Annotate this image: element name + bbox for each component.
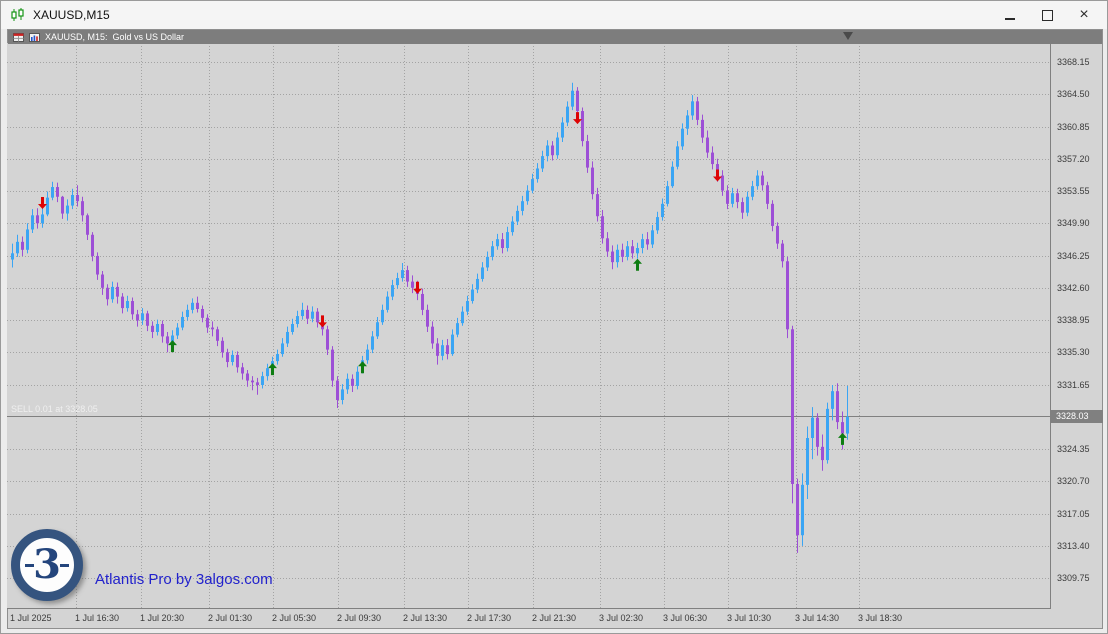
price-axis-label: 3368.15 bbox=[1057, 56, 1090, 67]
price-axis-label: 3360.85 bbox=[1057, 121, 1090, 132]
price-axis-label: 3317.05 bbox=[1057, 508, 1090, 519]
price-axis-label: 3338.95 bbox=[1057, 315, 1090, 326]
price-axis-label: 3357.20 bbox=[1057, 153, 1090, 164]
maximize-button[interactable] bbox=[1036, 4, 1058, 26]
price-axis[interactable]: 3328.03 3368.15 3364.50 3360.85 3357.20 3353… bbox=[1050, 43, 1103, 609]
time-axis-label: 3 Jul 10:30 bbox=[727, 613, 772, 623]
time-axis-label: 2 Jul 17:30 bbox=[467, 613, 512, 623]
time-axis-label: 2 Jul 13:30 bbox=[403, 613, 448, 623]
price-axis-label: 3353.55 bbox=[1057, 186, 1090, 197]
time-axis[interactable]: 1 Jul 2025 1 Jul 16:30 1 Jul 20:30 2 Jul 01… bbox=[7, 608, 1051, 629]
time-axis-label: 3 Jul 18:30 bbox=[858, 613, 903, 623]
time-axis-label: 1 Jul 2025 bbox=[10, 613, 52, 623]
price-axis-label: 3342.60 bbox=[1057, 282, 1090, 293]
price-axis-label: 3331.65 bbox=[1057, 379, 1090, 390]
price-axis-label: 3335.30 bbox=[1057, 347, 1090, 358]
current-price-tag: 3328.03 bbox=[1051, 409, 1103, 423]
mini-chart-icon bbox=[29, 32, 40, 42]
brand-logo: 3 bbox=[11, 529, 83, 601]
candlestick-chart-icon bbox=[10, 8, 26, 22]
brand-text: Atlantis Pro by 3algos.com bbox=[95, 571, 273, 588]
close-icon: × bbox=[1079, 6, 1089, 23]
window-controls: × bbox=[984, 1, 1095, 29]
minimize-button[interactable] bbox=[999, 4, 1021, 26]
time-axis-label: 1 Jul 20:30 bbox=[140, 613, 185, 623]
close-button[interactable]: × bbox=[1073, 4, 1095, 26]
chart-area: XAUUSD, M15: Gold vs US Dollar SELL 0.01… bbox=[7, 29, 1103, 629]
price-axis-label: 3364.50 bbox=[1057, 89, 1090, 100]
time-axis-label: 3 Jul 14:30 bbox=[795, 613, 840, 623]
time-axis-label: 2 Jul 05:30 bbox=[272, 613, 317, 623]
chart-info-bar: XAUUSD, M15: Gold vs US Dollar bbox=[8, 30, 1102, 44]
price-axis-label: 3313.40 bbox=[1057, 540, 1090, 551]
logo-bar-right bbox=[60, 564, 69, 567]
window-title: XAUUSD,M15 bbox=[33, 8, 110, 22]
time-axis-label: 2 Jul 21:30 bbox=[532, 613, 577, 623]
chart-canvas[interactable] bbox=[7, 43, 1051, 609]
time-axis-label: 2 Jul 01:30 bbox=[208, 613, 253, 623]
trade-line-label: SELL 0.01 at 3328.05 bbox=[11, 404, 98, 415]
price-axis-label: 3309.75 bbox=[1057, 573, 1090, 584]
logo-bar-left bbox=[25, 564, 34, 567]
symbol-info-label: XAUUSD, M15: Gold vs US Dollar bbox=[45, 32, 185, 42]
time-axis-label: 2 Jul 09:30 bbox=[337, 613, 382, 623]
minimize-icon bbox=[1005, 18, 1015, 20]
quotes-grid-icon bbox=[13, 32, 24, 42]
price-axis-label: 3346.25 bbox=[1057, 250, 1090, 261]
maximize-icon bbox=[1041, 9, 1053, 21]
time-axis-label: 3 Jul 02:30 bbox=[599, 613, 644, 623]
price-axis-label: 3324.35 bbox=[1057, 444, 1090, 455]
chart-shift-marker-icon[interactable] bbox=[843, 32, 853, 40]
price-axis-label: 3320.70 bbox=[1057, 476, 1090, 487]
logo-digit: 3 bbox=[33, 541, 61, 588]
price-axis-label: 3349.90 bbox=[1057, 218, 1090, 229]
time-axis-label: 3 Jul 06:30 bbox=[663, 613, 708, 623]
time-axis-label: 1 Jul 16:30 bbox=[75, 613, 120, 623]
window-titlebar: XAUUSD,M15 × bbox=[1, 1, 1107, 29]
